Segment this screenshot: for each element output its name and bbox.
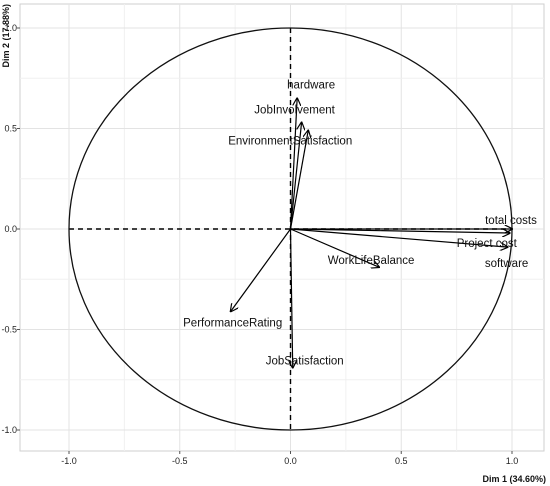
y-tick-label: -1.0: [1, 425, 17, 435]
arrow-worklifebalance: [290, 228, 380, 267]
y-tick-label: -0.5: [1, 325, 17, 335]
variable-label-performancerating: PerformanceRating: [183, 317, 282, 329]
arrow-environmentsatisfaction: [289, 131, 309, 230]
arrow-software: [290, 228, 508, 247]
y-axis-title: Dim 2 (17.88%): [1, 4, 11, 68]
variable-label-environmentsatisfaction: EnvironmentSatisfaction: [228, 136, 352, 148]
axis-ticks: -1.0 -0.5 0.0 0.5 1.0 -1.0 -0.5 0.0 0.5 1.0: [1, 23, 518, 466]
variable-label-project-cost: Project cost: [457, 238, 518, 250]
y-tick-label: 0.0: [4, 224, 17, 234]
arrow-performancerating: [231, 228, 291, 311]
plot-panel: [19, 3, 545, 452]
variable-label-jobsatisfaction: JobSatisfaction: [266, 356, 344, 368]
arrow-jobinvolvement: [289, 122, 302, 230]
x-tick-label: 0.5: [395, 456, 408, 466]
x-tick-label: -1.0: [61, 456, 77, 466]
variable-arrows: [231, 98, 512, 367]
y-tick-label: 0.5: [4, 124, 17, 134]
variable-label-worklifebalance: WorkLifeBalance: [328, 255, 415, 267]
variable-label-software: software: [485, 258, 528, 270]
arrow-hardware: [289, 98, 298, 230]
x-tick-label: -0.5: [172, 456, 188, 466]
variable-label-total-costs: total costs: [485, 215, 537, 227]
variable-label-jobinvolvement: JobInvolvement: [254, 104, 335, 116]
variable-labels: hardware JobInvolvement EnvironmentSatisfa…: [183, 79, 537, 367]
x-axis-title: Dim 1 (34.60%): [482, 474, 546, 484]
variable-label-hardware: hardware: [287, 79, 335, 91]
x-tick-label: 1.0: [506, 456, 519, 466]
y-tick-label: 1.0: [4, 23, 17, 33]
arrow-project-cost: [290, 228, 510, 233]
x-tick-label: 0.0: [284, 456, 297, 466]
arrow-jobsatisfaction: [291, 228, 293, 368]
